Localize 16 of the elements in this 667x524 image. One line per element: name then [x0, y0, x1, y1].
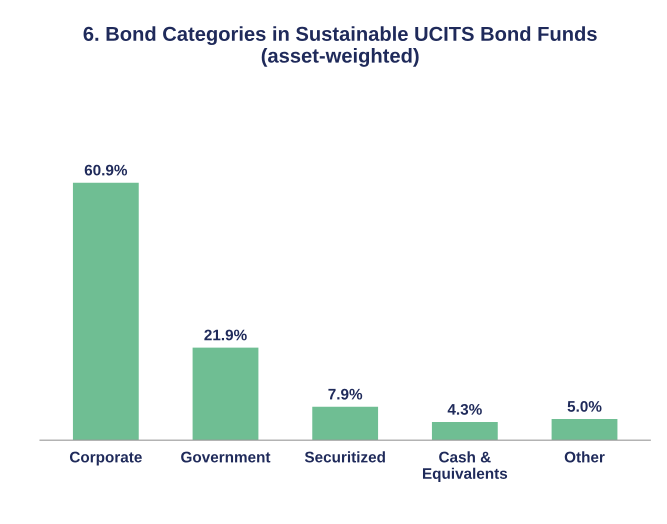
x-tick-label: Government — [181, 452, 270, 462]
bar — [312, 406, 378, 440]
bar — [552, 419, 618, 440]
data-label: 7.9% — [328, 388, 362, 400]
x-tick-label: Corporate — [70, 452, 142, 466]
x-tick-label: Cash & Equivalents — [422, 451, 508, 482]
data-label: 5.0% — [568, 401, 602, 412]
data-label: 21.9% — [204, 330, 247, 340]
bar — [72, 182, 139, 440]
bar — [192, 348, 258, 440]
chart-title: 6. Bond Categories in Sustainable UCITS Bond Funds (asset-weighted) — [84, 26, 597, 67]
x-tick-label: Securitized — [304, 451, 385, 462]
x-tick-label: Other — [564, 451, 605, 462]
data-label: 60.9% — [84, 164, 128, 176]
data-label: 4.3% — [448, 404, 482, 415]
bar — [432, 422, 498, 440]
